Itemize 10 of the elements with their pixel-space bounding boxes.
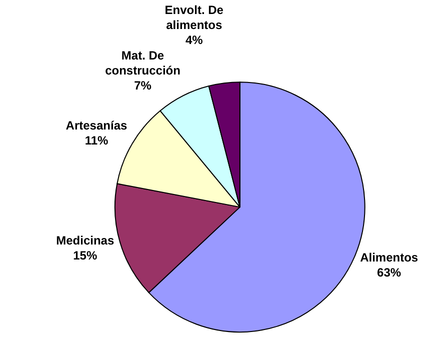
data-label: 4%: [185, 32, 204, 47]
data-label: 63%: [377, 266, 402, 280]
slice-label: Mat. De construcción: [105, 48, 180, 78]
data-label: 7%: [134, 78, 152, 92]
data-label: 11%: [84, 133, 108, 148]
slice-label: Artesanías: [66, 118, 128, 132]
slice-label: Alimentos: [360, 250, 418, 265]
slice-label: Envolt. De alimentos: [164, 2, 224, 32]
slice-label: Medicinas: [56, 233, 114, 248]
data-label: 15%: [73, 248, 98, 262]
